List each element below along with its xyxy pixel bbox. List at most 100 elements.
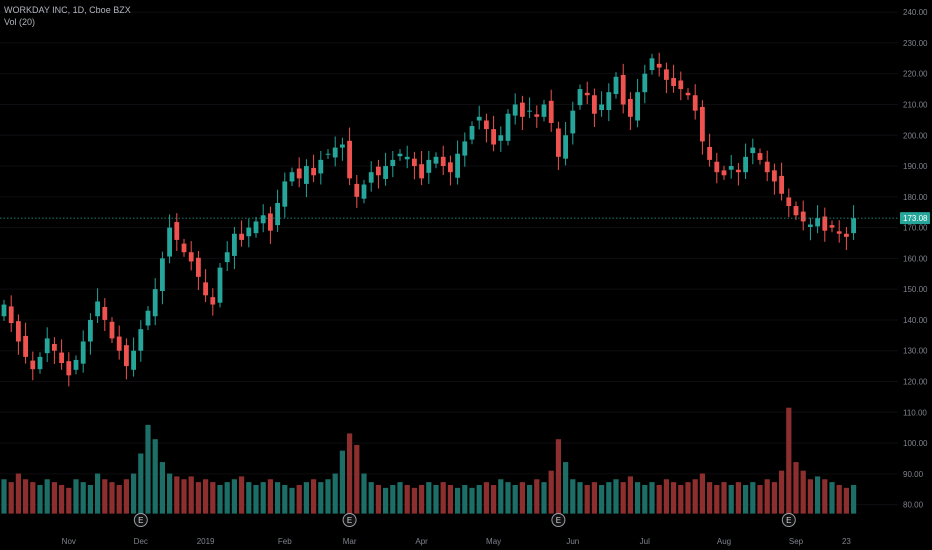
candle-body xyxy=(584,92,590,96)
time-axis-tick-label: Mar xyxy=(343,537,357,546)
candle-body xyxy=(268,213,273,231)
candle-body xyxy=(606,92,612,111)
volume-bar xyxy=(455,487,461,514)
volume-bar xyxy=(577,482,583,514)
candle-body xyxy=(520,102,525,117)
volume-bar xyxy=(181,479,187,514)
candle-body xyxy=(491,129,496,145)
volume-bar xyxy=(419,484,425,514)
candle-body xyxy=(282,181,288,207)
volume-bar xyxy=(843,487,849,514)
volume-bar xyxy=(771,482,777,514)
volume-bar xyxy=(807,479,813,514)
volume-bar xyxy=(440,482,446,514)
price-axis-tick-label: 210.00 xyxy=(903,100,928,109)
chart-grid xyxy=(0,11,898,506)
candle-body xyxy=(253,221,259,234)
time-axis[interactable]: Nov Dec 2019 Feb Mar Apr May Jun Jul Aug Sep 23 xyxy=(62,537,852,546)
price-axis[interactable]: 240.00 230.00 220.00 210.00 200.00 190.00 180.… xyxy=(903,8,928,509)
candle-body xyxy=(743,156,748,173)
candle-body xyxy=(95,301,100,317)
candle-body xyxy=(124,345,129,367)
volume-bar xyxy=(404,484,410,514)
volume-bar xyxy=(476,484,482,514)
volume-bar xyxy=(347,433,353,514)
candle-body xyxy=(152,289,158,317)
candle-body xyxy=(836,231,842,234)
candle-body xyxy=(692,95,698,111)
candle-body xyxy=(131,350,136,370)
candle-body xyxy=(577,89,583,106)
volume-bar xyxy=(426,482,432,514)
earnings-marker-label: E xyxy=(786,516,791,525)
volume-bar xyxy=(210,482,216,514)
volume-bar xyxy=(635,482,641,514)
candle-body xyxy=(448,162,453,173)
volume-indicator-label[interactable]: Vol (20) xyxy=(4,17,36,27)
price-axis-tick-label: 160.00 xyxy=(903,254,928,263)
volume-bar xyxy=(793,462,799,514)
volume-bar xyxy=(123,479,129,514)
volume-bar xyxy=(217,484,223,514)
candle-body xyxy=(541,104,547,117)
volume-bar xyxy=(620,482,626,514)
candle-body xyxy=(174,222,180,240)
volume-bar xyxy=(735,482,741,514)
volume-bar xyxy=(563,462,569,514)
candle-body xyxy=(498,135,504,141)
candle-body xyxy=(311,167,316,176)
volume-bar xyxy=(246,482,252,514)
volume-bar xyxy=(23,479,29,514)
candle-body xyxy=(800,211,806,222)
time-axis-tick-label: Dec xyxy=(134,537,148,546)
candle-body xyxy=(196,257,201,277)
candle-body xyxy=(844,233,849,237)
candle-body xyxy=(685,92,691,96)
price-axis-tick-label: 100.00 xyxy=(903,439,928,448)
candle-body xyxy=(736,169,741,173)
volume-bar xyxy=(73,479,79,514)
price-axis-tick-label: 200.00 xyxy=(903,131,928,140)
volume-bar xyxy=(267,479,273,514)
volume-bar xyxy=(512,484,518,514)
candle-body xyxy=(289,172,295,182)
volume-bar xyxy=(15,473,21,514)
earnings-marker-icon xyxy=(551,513,566,527)
volume-bar xyxy=(851,484,857,514)
time-axis-tick-label: Jun xyxy=(566,537,579,546)
volume-bar xyxy=(469,487,475,514)
earnings-marker-icon xyxy=(781,513,796,527)
candle-body xyxy=(138,329,144,351)
candle-body xyxy=(793,206,799,216)
candle-body xyxy=(671,78,676,87)
volume-bar xyxy=(599,484,605,514)
symbol-title[interactable]: WORKDAY INC, 1D, Cboe BZX xyxy=(4,5,131,15)
volume-bar xyxy=(253,484,259,514)
candle-body xyxy=(217,267,223,303)
volume-bar xyxy=(685,482,691,514)
volume-bar xyxy=(203,479,209,514)
candle-body xyxy=(462,141,468,156)
candle-body xyxy=(440,156,446,167)
volume-bar xyxy=(411,487,417,514)
time-axis-tick-label: May xyxy=(486,537,501,546)
chart-legend: WORKDAY INC, 1D, Cboe BZX Vol (20) xyxy=(4,4,131,28)
candle-body xyxy=(779,175,784,194)
candle-body xyxy=(599,104,604,111)
candle-body xyxy=(512,104,518,116)
volume-bar xyxy=(167,473,173,514)
volume-bar xyxy=(671,482,677,514)
price-axis-tick-label: 90.00 xyxy=(903,470,924,479)
volume-bar xyxy=(145,424,151,514)
volume-bar xyxy=(159,462,165,514)
last-price-label: 173.08 xyxy=(903,214,928,223)
candle-body xyxy=(592,95,597,114)
volume-bar xyxy=(779,470,785,514)
candle-body xyxy=(656,63,662,68)
candle-body xyxy=(404,156,410,160)
candle-body xyxy=(145,310,151,326)
candle-body xyxy=(188,252,194,262)
price-axis-tick-label: 140.00 xyxy=(903,316,928,325)
